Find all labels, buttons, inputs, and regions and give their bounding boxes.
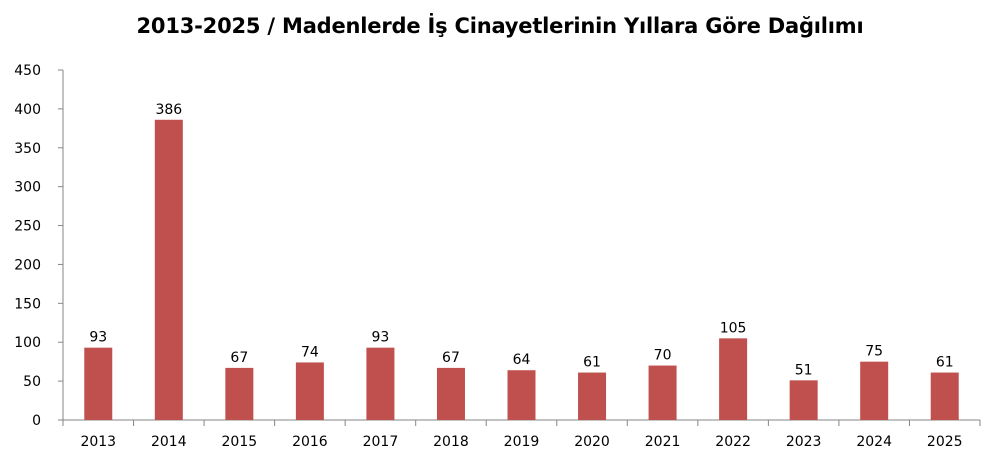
y-tick-label: 50	[23, 374, 41, 390]
bar	[507, 370, 536, 420]
bar	[578, 372, 607, 420]
bar	[84, 347, 113, 420]
data-label: 61	[583, 355, 601, 371]
x-tick-label: 2015	[222, 434, 258, 450]
x-tick-label: 2019	[504, 434, 540, 450]
bar	[295, 362, 324, 420]
chart-title: 2013-2025 / Madenlerde İş Cinayetlerinin…	[136, 14, 864, 38]
x-tick-label: 2017	[363, 434, 399, 450]
x-tick-label: 2016	[292, 434, 328, 450]
data-label: 61	[936, 355, 954, 371]
data-label: 51	[795, 362, 813, 378]
y-axis: 0 50 100 150 200 250 300 350 400 450	[14, 63, 64, 429]
bar	[366, 347, 395, 420]
data-label: 386	[155, 102, 182, 118]
y-tick-label: 300	[14, 180, 41, 196]
bar	[225, 367, 254, 420]
x-tick-label: 2025	[927, 434, 963, 450]
bar	[154, 119, 183, 421]
y-tick-label: 400	[14, 102, 41, 118]
data-label: 70	[654, 348, 672, 364]
y-tick-label: 250	[14, 219, 41, 235]
data-labels: 93 386 67 74 93 67 64 61 70 105 51 75 61	[89, 102, 953, 379]
bars	[84, 119, 959, 421]
data-label: 105	[720, 320, 747, 336]
bar	[789, 380, 818, 420]
bar	[648, 365, 677, 420]
x-tick-label: 2024	[856, 434, 892, 450]
y-tick-label: 200	[14, 257, 41, 273]
x-tick-label: 2014	[151, 434, 187, 450]
y-tick-label: 0	[32, 413, 41, 429]
x-tick-label: 2023	[786, 434, 822, 450]
x-tick-label: 2013	[80, 434, 116, 450]
y-tick-label: 150	[14, 296, 41, 312]
bar	[930, 372, 959, 420]
y-tick-label: 450	[14, 63, 41, 79]
y-tick-label: 100	[14, 335, 41, 351]
data-label: 93	[89, 330, 107, 346]
x-tick-label: 2018	[433, 434, 469, 450]
x-tick-label: 2022	[715, 434, 751, 450]
bar	[719, 338, 748, 420]
data-label: 67	[442, 350, 460, 366]
data-label: 93	[372, 330, 390, 346]
data-label: 64	[513, 352, 531, 368]
y-tick-label: 350	[14, 141, 41, 157]
x-axis: 2013 2014 2015 2016 2017 2018 2019 2020 2021 2022…	[62, 419, 981, 450]
data-label: 75	[865, 344, 883, 360]
bar	[860, 361, 889, 420]
data-label: 67	[230, 350, 248, 366]
data-label: 74	[301, 344, 319, 360]
x-tick-label: 2020	[574, 434, 610, 450]
bar	[436, 367, 465, 420]
x-tick-label: 2021	[645, 434, 681, 450]
